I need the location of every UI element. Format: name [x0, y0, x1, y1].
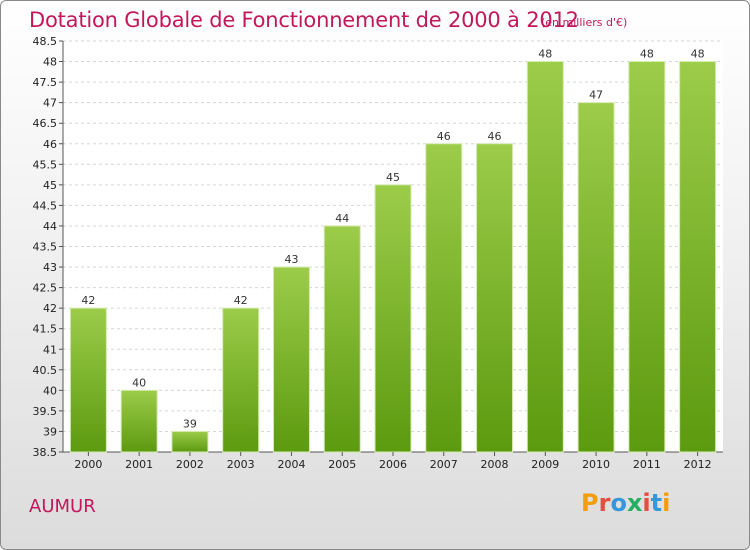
y-tick-label: 45.5 [33, 158, 58, 171]
y-tick-label: 47 [43, 97, 57, 110]
bar-2011 [628, 61, 666, 453]
x-tick-label: 2005 [328, 458, 356, 471]
logo-letter: x [626, 489, 643, 517]
data-label: 42 [234, 294, 248, 307]
proxiti-logo: Proxiti [581, 489, 670, 517]
y-tick-label: 38.5 [33, 446, 58, 459]
y-tick-label: 48.5 [33, 35, 58, 48]
x-tick-label: 2002 [176, 458, 204, 471]
x-tick-label: 2011 [633, 458, 661, 471]
y-tick-label: 46.5 [33, 117, 58, 130]
y-tick-label: 44 [43, 220, 57, 233]
x-tick-label: 2004 [277, 458, 305, 471]
x-tick-label: 2003 [227, 458, 255, 471]
data-label: 42 [81, 294, 95, 307]
y-tick-label: 41 [43, 343, 57, 356]
y-tick-label: 42 [43, 302, 57, 315]
x-tick-label: 2006 [379, 458, 407, 471]
x-tick-label: 2009 [531, 458, 559, 471]
data-label: 48 [691, 48, 705, 61]
logo-letter: r [598, 489, 611, 517]
x-tick-label: 2001 [125, 458, 153, 471]
bar-2001 [120, 389, 158, 453]
bar-2002 [171, 430, 209, 453]
y-tick-label: 40 [43, 384, 57, 397]
data-label: 44 [335, 212, 349, 225]
y-tick-label: 44.5 [33, 199, 58, 212]
x-tick-label: 2007 [430, 458, 458, 471]
y-tick-label: 42.5 [33, 282, 58, 295]
y-tick-label: 47.5 [33, 76, 58, 89]
y-tick-label: 43.5 [33, 241, 58, 254]
chart-title: Dotation Globale de Fonctionnement de 20… [29, 8, 579, 32]
data-label: 46 [488, 130, 502, 143]
bar-2000 [69, 307, 107, 453]
y-tick-label: 40.5 [33, 364, 58, 377]
y-tick-label: 48 [43, 56, 57, 69]
data-label: 48 [640, 48, 654, 61]
logo-letter: i [642, 489, 651, 517]
y-tick-label: 41.5 [33, 323, 58, 336]
data-label: 43 [284, 253, 298, 266]
logo-letter: o [610, 489, 627, 517]
chart-subtitle: (en milliers d'€) [541, 16, 628, 29]
y-tick-label: 39.5 [33, 405, 58, 418]
bar-2010 [577, 102, 615, 453]
bar-2004 [272, 266, 310, 453]
data-label: 46 [437, 130, 451, 143]
data-label: 48 [538, 48, 552, 61]
logo-letter: t [650, 489, 663, 517]
x-tick-label: 2008 [481, 458, 509, 471]
data-label: 47 [589, 89, 603, 102]
logo-letter: i [662, 489, 671, 517]
y-tick-label: 43 [43, 261, 57, 274]
bar-2012 [679, 61, 717, 453]
commune-name: AUMUR [29, 496, 96, 517]
bar-2003 [222, 307, 260, 453]
x-tick-label: 2010 [582, 458, 610, 471]
x-tick-label: 2000 [74, 458, 102, 471]
y-tick-label: 39 [43, 425, 57, 438]
logo-letter: P [581, 489, 599, 517]
data-label: 39 [183, 417, 197, 430]
bar-2009 [526, 61, 564, 453]
x-tick-label: 2012 [684, 458, 712, 471]
y-tick-label: 45 [43, 179, 57, 192]
data-label: 40 [132, 376, 146, 389]
bar-2005 [323, 225, 361, 453]
bar-2006 [374, 184, 412, 453]
data-label: 45 [386, 171, 400, 184]
bar-2007 [425, 143, 463, 453]
y-tick-label: 46 [43, 138, 57, 151]
bar-2008 [476, 143, 514, 453]
